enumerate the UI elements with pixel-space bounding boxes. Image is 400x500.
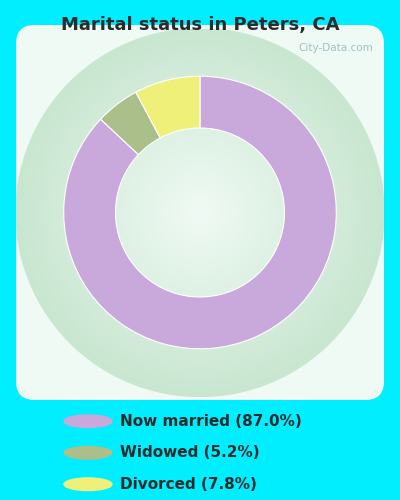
Circle shape: [22, 34, 378, 390]
Circle shape: [80, 93, 320, 332]
Circle shape: [65, 78, 335, 347]
Circle shape: [53, 66, 347, 360]
Text: Marital status in Peters, CA: Marital status in Peters, CA: [61, 16, 339, 34]
Circle shape: [136, 148, 264, 277]
Circle shape: [90, 102, 310, 323]
Circle shape: [142, 154, 258, 271]
Circle shape: [130, 142, 270, 283]
Circle shape: [182, 194, 218, 231]
Circle shape: [77, 90, 323, 335]
Circle shape: [188, 200, 212, 225]
Circle shape: [163, 176, 237, 250]
Text: Now married (87.0%): Now married (87.0%): [120, 414, 302, 428]
FancyBboxPatch shape: [16, 25, 384, 400]
Circle shape: [114, 126, 286, 298]
Circle shape: [123, 136, 277, 289]
Circle shape: [50, 62, 350, 363]
Wedge shape: [64, 76, 336, 349]
Circle shape: [120, 133, 280, 292]
Circle shape: [157, 170, 243, 256]
Circle shape: [62, 74, 338, 350]
Wedge shape: [136, 76, 200, 138]
Circle shape: [56, 68, 344, 356]
Circle shape: [64, 446, 112, 459]
Circle shape: [197, 210, 203, 216]
Circle shape: [185, 197, 215, 228]
Text: Divorced (7.8%): Divorced (7.8%): [120, 477, 257, 492]
Circle shape: [154, 166, 246, 258]
Circle shape: [145, 158, 255, 268]
Circle shape: [160, 172, 240, 252]
Text: Widowed (5.2%): Widowed (5.2%): [120, 445, 260, 460]
Circle shape: [178, 191, 222, 234]
Circle shape: [28, 41, 372, 384]
Circle shape: [74, 87, 326, 338]
Circle shape: [64, 415, 112, 428]
Circle shape: [19, 32, 381, 394]
Circle shape: [64, 478, 112, 490]
Circle shape: [166, 179, 234, 246]
Circle shape: [25, 38, 375, 388]
Circle shape: [102, 114, 298, 310]
Circle shape: [86, 99, 314, 326]
Circle shape: [194, 206, 206, 218]
Circle shape: [93, 105, 307, 320]
Circle shape: [151, 164, 249, 262]
Circle shape: [191, 204, 209, 222]
Circle shape: [172, 185, 228, 240]
Circle shape: [40, 53, 360, 372]
Circle shape: [139, 151, 261, 274]
Circle shape: [38, 50, 362, 375]
Circle shape: [84, 96, 316, 329]
Wedge shape: [101, 92, 160, 154]
Circle shape: [148, 160, 252, 264]
Circle shape: [47, 59, 353, 366]
Circle shape: [59, 72, 341, 354]
Circle shape: [176, 188, 224, 237]
Circle shape: [111, 124, 289, 302]
Circle shape: [34, 47, 366, 378]
Circle shape: [96, 108, 304, 317]
Circle shape: [108, 120, 292, 304]
Circle shape: [99, 112, 301, 314]
Circle shape: [31, 44, 369, 381]
Circle shape: [105, 118, 295, 308]
Circle shape: [68, 80, 332, 344]
Circle shape: [16, 28, 384, 396]
Circle shape: [44, 56, 356, 369]
Circle shape: [169, 182, 231, 243]
Circle shape: [71, 84, 329, 342]
Text: City-Data.com: City-Data.com: [298, 43, 373, 53]
Circle shape: [132, 145, 268, 280]
Circle shape: [117, 130, 283, 296]
Circle shape: [126, 139, 274, 286]
